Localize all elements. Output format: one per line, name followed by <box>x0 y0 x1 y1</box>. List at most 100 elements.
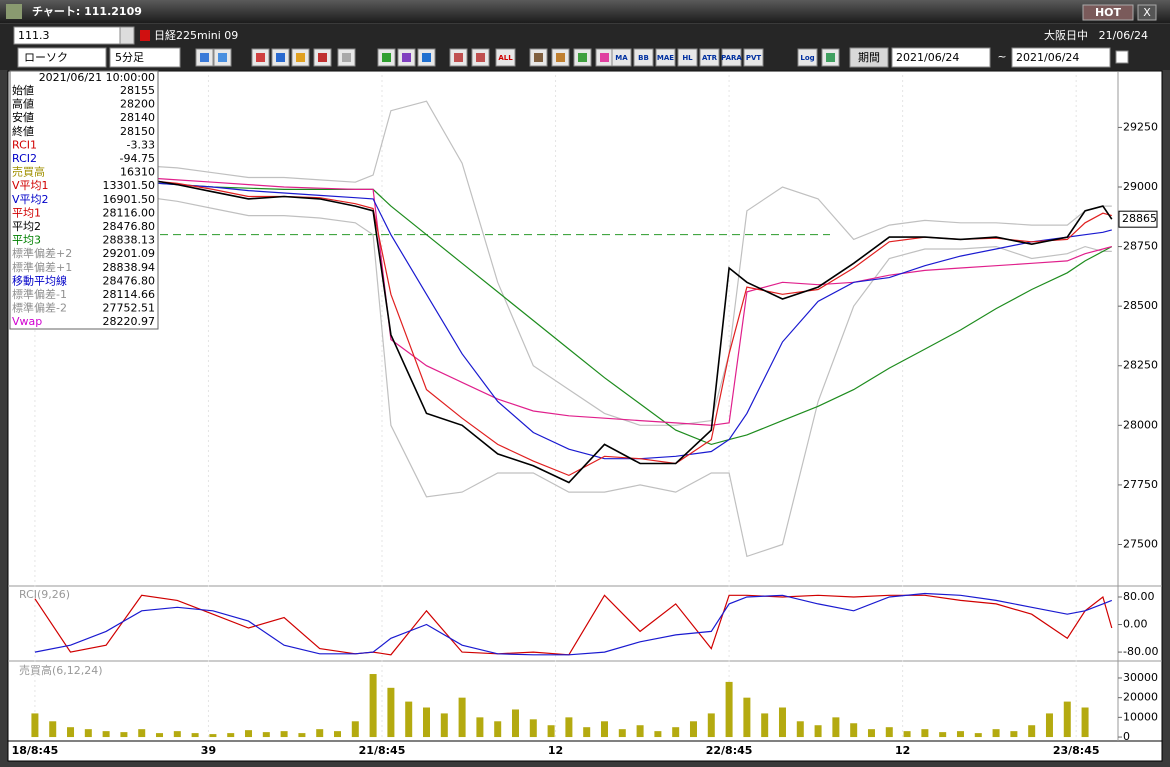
from-text[interactable]: 2021/06/24 <box>896 51 959 64</box>
volume-bar <box>636 725 644 738</box>
y-tick-label: 29250 <box>1123 120 1158 133</box>
volume-bar <box>316 729 324 738</box>
tool-glyph <box>826 53 835 62</box>
tool-icon[interactable] <box>655 48 676 67</box>
volume-bar <box>138 729 146 738</box>
volume-bar <box>778 707 786 738</box>
tool-icon-label[interactable]: Log <box>800 54 814 62</box>
info-label: RCI2 <box>12 152 37 165</box>
tool-icon[interactable] <box>743 48 764 67</box>
tool-icon-label[interactable]: MA <box>615 54 628 62</box>
tool-icon-label[interactable]: MAE <box>657 54 674 62</box>
y-tick-label: 80.00 <box>1123 590 1155 603</box>
info-box <box>9 70 159 330</box>
info-value: -3.33 <box>127 138 155 151</box>
tool-icon-label[interactable]: PVT <box>746 54 762 62</box>
interval[interactable]: 5分足 <box>115 51 144 64</box>
tool-icon[interactable] <box>633 48 654 67</box>
chart-type-select[interactable] <box>17 47 107 68</box>
volume-bar <box>974 733 982 738</box>
info-value: 13301.50 <box>103 179 156 192</box>
code-dropdown[interactable] <box>119 26 135 45</box>
close-label[interactable]: X <box>1143 6 1151 19</box>
tool-glyph <box>218 53 227 62</box>
tool-glyph <box>276 53 285 62</box>
volume-bar <box>725 681 733 738</box>
plot: 18/8:45 39 21/8:45 12 22/8:45 12 23/8:45 27500 2… <box>8 72 1162 757</box>
info-value: 29201.09 <box>103 247 156 260</box>
info-label: 平均1 <box>12 206 41 219</box>
tool-icon[interactable] <box>797 48 818 67</box>
info-label: Vwap <box>12 315 42 328</box>
x-tick-label: 22/8:45 <box>706 744 753 757</box>
info-value: 16310 <box>120 166 155 179</box>
volume-bar <box>547 725 555 738</box>
to-date[interactable] <box>1011 47 1111 68</box>
volume-bar <box>956 731 964 738</box>
info-label: 売買高 <box>12 165 45 179</box>
volume-bar <box>262 732 270 738</box>
period-label[interactable]: 期間 <box>858 51 880 64</box>
tool-icon[interactable] <box>721 48 742 67</box>
session: 大阪日中 <box>1044 28 1088 42</box>
volume-bar <box>565 717 573 738</box>
volume-bar <box>583 727 591 738</box>
volume-bar <box>1010 731 1018 738</box>
info-value: 27752.51 <box>103 302 156 315</box>
x-tick-label: 12 <box>895 744 910 757</box>
volume-bar <box>796 721 804 738</box>
title-bar <box>0 0 1170 23</box>
market-icon <box>140 30 150 41</box>
info-value: 28114.66 <box>103 288 156 301</box>
tool-icon[interactable] <box>699 48 720 67</box>
volume-bar <box>600 721 608 738</box>
app-icon <box>6 4 22 19</box>
tool-icon-label[interactable]: BB <box>638 54 649 62</box>
tool-icon-label[interactable]: ATR <box>702 54 718 62</box>
tool-glyph <box>578 53 587 62</box>
chart-type[interactable]: ローソク <box>24 51 68 64</box>
period-button[interactable] <box>849 47 889 68</box>
code-text[interactable]: 111.3 <box>18 29 50 42</box>
tool-icon-label[interactable]: PARA <box>721 54 742 62</box>
to-text[interactable]: 2021/06/24 <box>1016 51 1079 64</box>
info-label: 平均3 <box>12 234 41 247</box>
hot-label[interactable]: HOT <box>1095 6 1122 19</box>
y-tick-label: 29000 <box>1123 180 1158 193</box>
info-value: 28155 <box>120 84 155 97</box>
tool-icon-label[interactable]: ALL <box>498 54 513 62</box>
series-line <box>34 594 1113 656</box>
hot-button[interactable] <box>1082 4 1134 21</box>
info-value: 28476.80 <box>103 220 156 233</box>
from-date[interactable] <box>891 47 991 68</box>
close-button[interactable] <box>1137 4 1157 21</box>
volume-bar <box>921 729 929 738</box>
x-tick-label: 23/8:45 <box>1053 744 1100 757</box>
volume-bar <box>867 729 875 738</box>
tool-icon[interactable] <box>611 48 632 67</box>
y-tick-label: 28250 <box>1123 359 1158 372</box>
info-value: 28838.94 <box>103 261 156 274</box>
tool-glyph <box>382 53 391 62</box>
checkbox[interactable] <box>1115 50 1129 64</box>
volume-bar <box>814 725 822 738</box>
tool-glyph <box>200 53 209 62</box>
info-value: 28838.13 <box>103 234 156 247</box>
tool-icon[interactable] <box>495 48 516 67</box>
volume-bar <box>850 723 858 738</box>
interval-select[interactable] <box>109 47 181 68</box>
volume-bar <box>440 713 448 738</box>
tool-icon-label[interactable]: HL <box>682 54 693 62</box>
volume-bar <box>689 721 697 738</box>
x-tick-label: 12 <box>548 744 563 757</box>
tool-icon[interactable] <box>677 48 698 67</box>
volume-bar <box>707 713 715 738</box>
volume-bar <box>743 697 751 738</box>
y-tick-label: 20000 <box>1123 691 1158 704</box>
volume-bar <box>156 733 164 738</box>
volume-bar <box>832 717 840 738</box>
volume-bar <box>120 732 128 738</box>
volume-bar <box>903 731 911 738</box>
